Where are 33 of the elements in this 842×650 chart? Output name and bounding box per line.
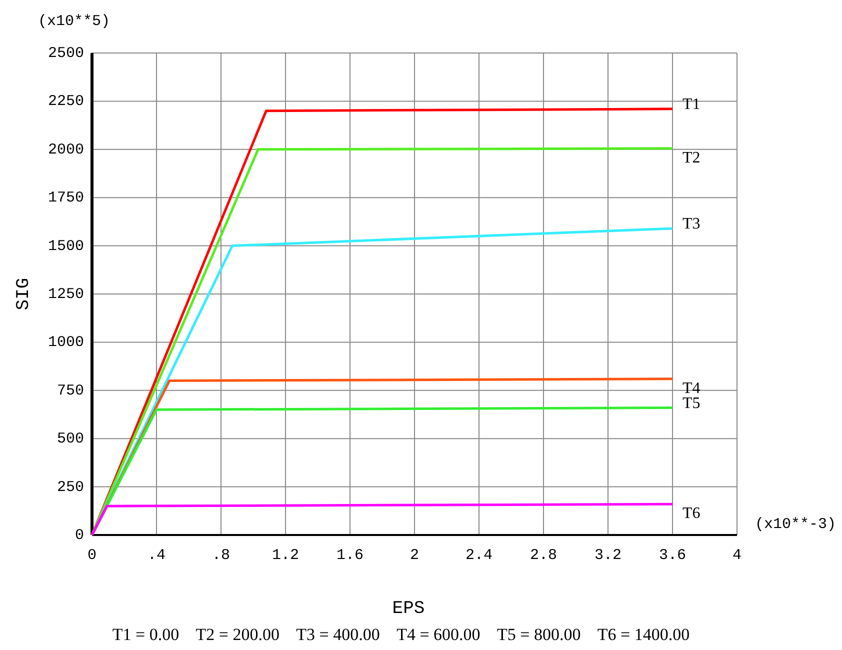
y-tick-label: 2500 <box>48 45 84 62</box>
text: (x10**5) <box>38 13 110 30</box>
x-tick-label: 1.6 <box>336 547 364 564</box>
x-tick-label: 2 <box>410 547 420 564</box>
x-tick-label: 2.8 <box>530 547 558 564</box>
y-axis-title: SIG <box>14 278 34 310</box>
x-tick-label: 1.2 <box>272 547 300 564</box>
y-tick-label: 2000 <box>48 141 84 158</box>
series-label: T5 <box>682 394 700 412</box>
x-tick-label: 0 <box>87 547 97 564</box>
text: (x10**-3) <box>754 516 836 533</box>
series-label: T6 <box>682 505 700 522</box>
series-label: T3 <box>682 215 700 232</box>
y-tick-label: 1750 <box>48 190 84 207</box>
y-tick-label: 0 <box>74 527 84 544</box>
series-label: T4 <box>682 380 700 397</box>
y-tick-label: 2250 <box>48 93 84 110</box>
x-tick-label: 3.2 <box>594 547 622 564</box>
x-axis-title: EPS <box>392 599 425 619</box>
x-tick-label: .8 <box>212 547 230 564</box>
y-tick-label: 500 <box>56 430 84 448</box>
y-tick-label: 1000 <box>48 334 84 352</box>
series-label: T2 <box>682 149 700 166</box>
x-tick-label: .4 <box>147 547 166 564</box>
y-tick-label: 250 <box>56 478 84 496</box>
y-tick-label: 750 <box>56 382 84 400</box>
y-tick-label: 1500 <box>48 238 84 255</box>
x-tick-label: 4 <box>732 547 742 564</box>
text: T1 = 0.00 T2 = 200.00 T3 = 400.00 T4 = 600.00 T5 = 800.00 T6 = 1400.00 <box>112 625 690 644</box>
x-tick-label: 3.6 <box>658 547 686 564</box>
x-tick-label: 2.4 <box>465 547 493 564</box>
series-label: T1 <box>682 96 700 113</box>
y-tick-label: 1250 <box>48 286 84 303</box>
